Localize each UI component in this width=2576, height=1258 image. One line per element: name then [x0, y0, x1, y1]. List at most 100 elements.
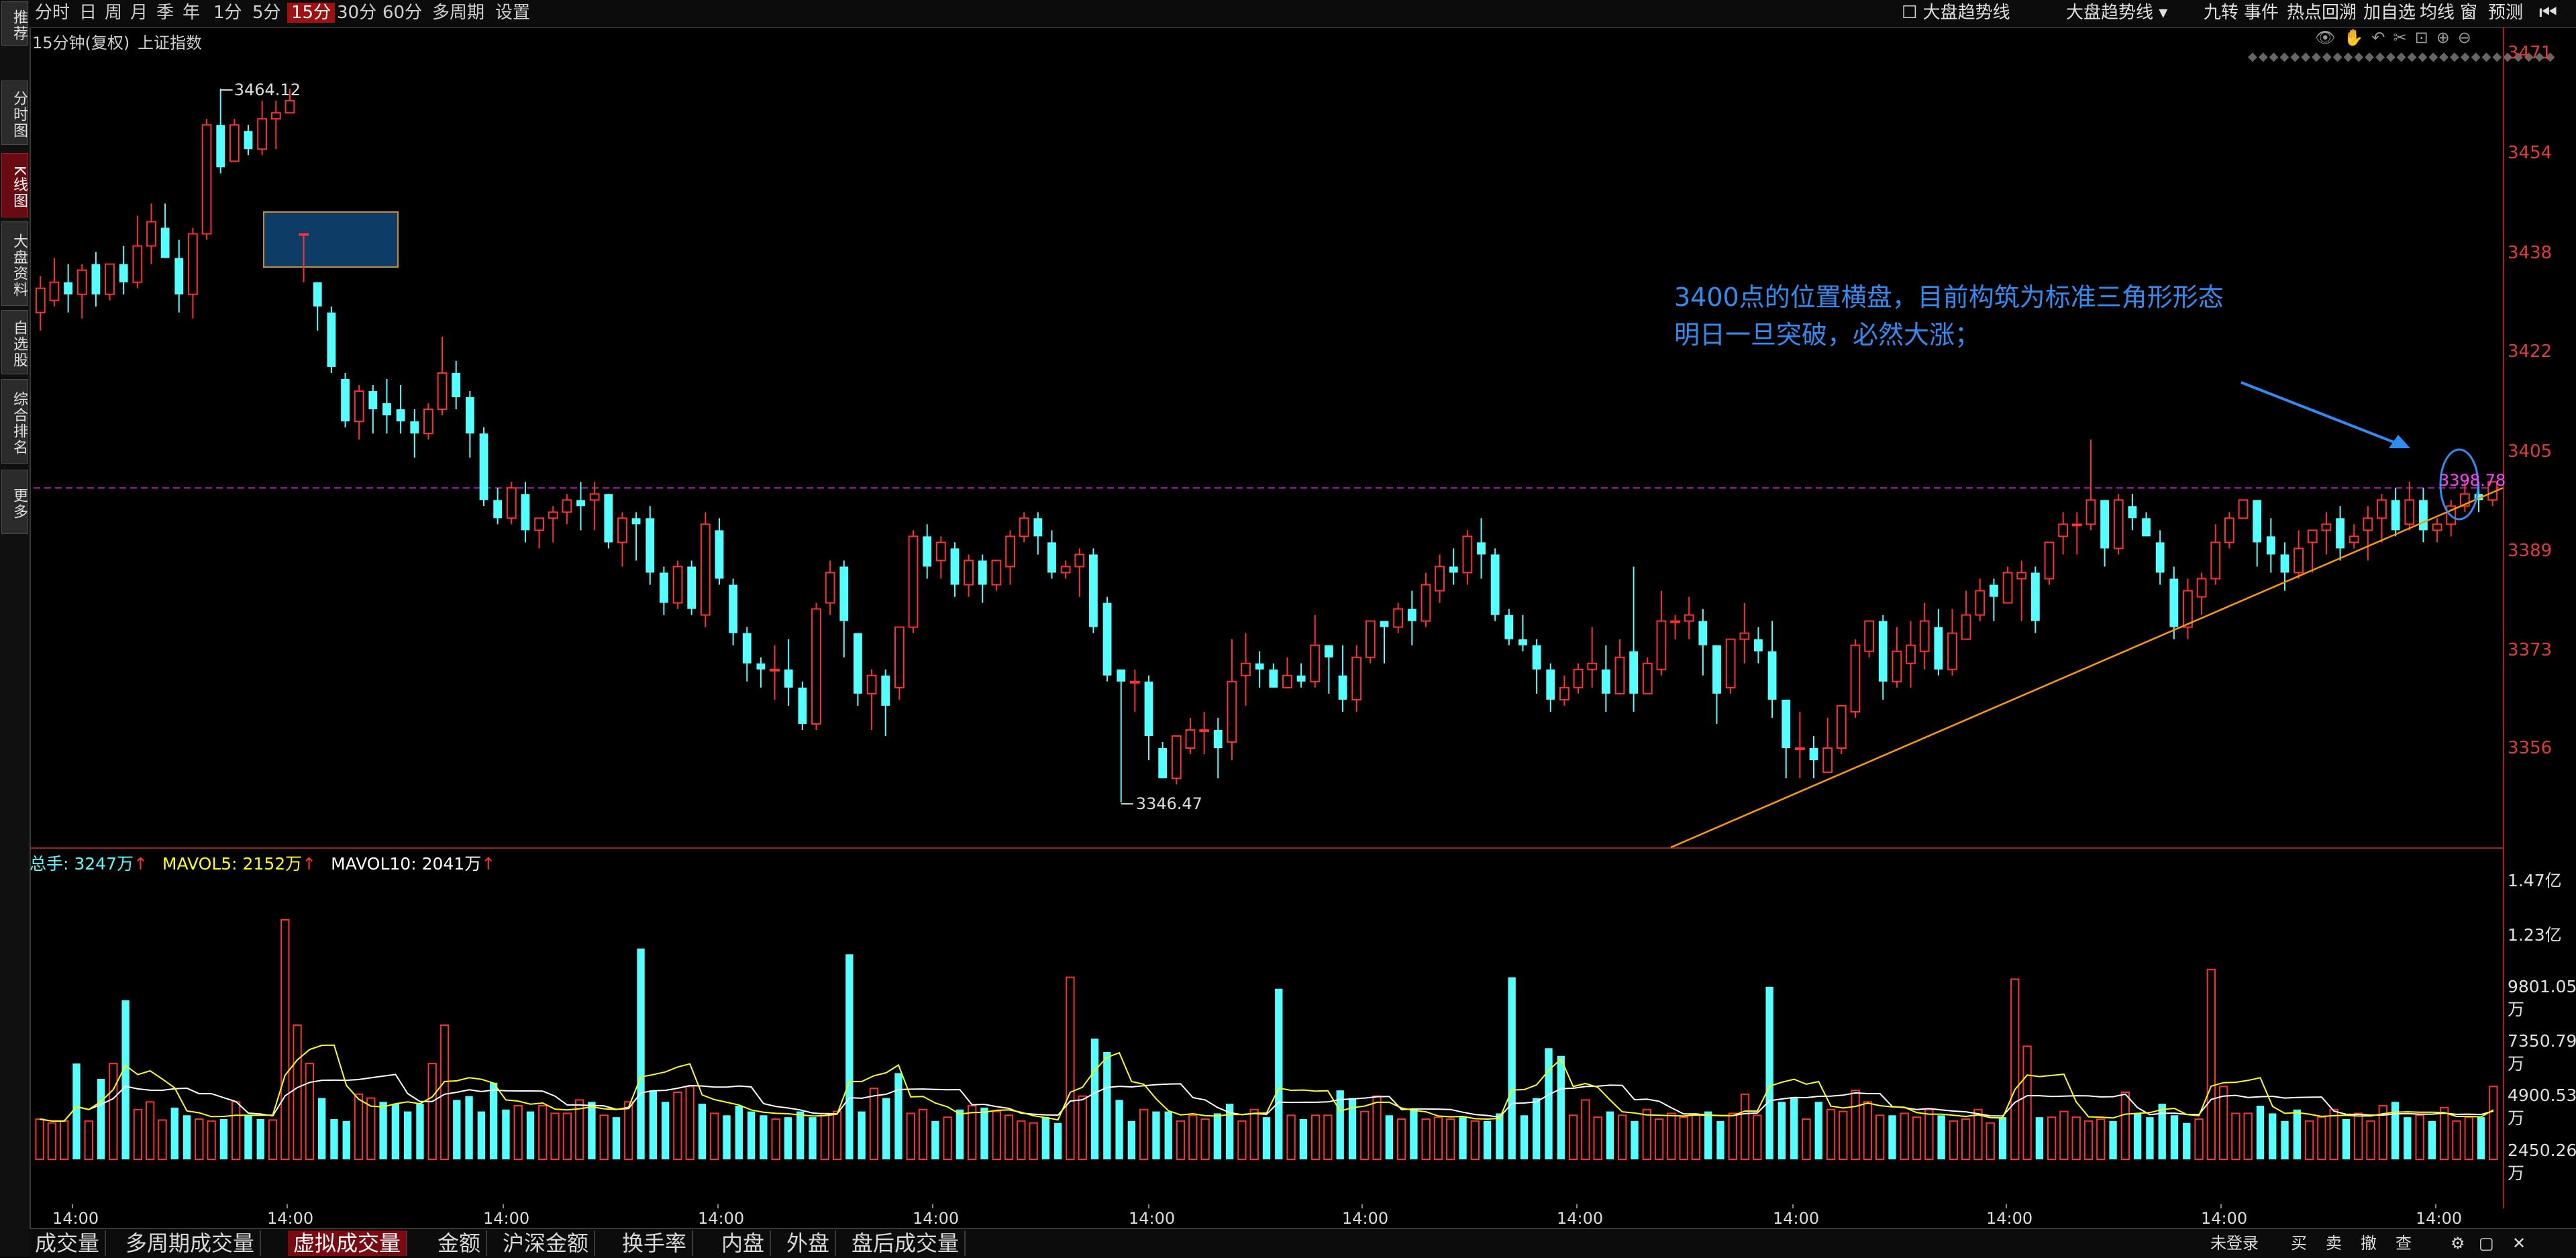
zoom-in-icon[interactable]: ⊕ — [2436, 28, 2458, 47]
candle-body-down — [368, 390, 378, 410]
scissors-icon[interactable]: ✂ — [2393, 28, 2415, 47]
x-tick-label: 14:00 — [698, 1209, 744, 1228]
window-button[interactable]: 窗 — [2460, 3, 2478, 23]
candle-body-up — [2196, 578, 2207, 598]
nav-recommend[interactable]: 推荐 — [1, 1, 28, 46]
period-5min[interactable]: 5分 — [252, 3, 281, 23]
candle-body-up — [562, 499, 572, 513]
period-multi[interactable]: 多周期 — [432, 3, 485, 23]
back-icon[interactable]: ⏮ — [2539, 1, 2557, 24]
period-60min[interactable]: 60分 — [382, 3, 423, 23]
candle-body-up — [1961, 614, 1971, 640]
candle-body-down — [1934, 627, 1943, 670]
candle-body-down — [2253, 500, 2262, 543]
close-icon[interactable]: ✕ — [2512, 1234, 2526, 1253]
volume-bar-down — [637, 948, 645, 1159]
nav-rankings[interactable]: 综合排名 — [1, 379, 28, 464]
query-button[interactable]: 查 — [2395, 1234, 2412, 1253]
period-week[interactable]: 周 — [105, 3, 123, 23]
tab-virtual-volume[interactable]: 虚拟成交量 — [288, 1230, 408, 1256]
volume-bar-down — [1299, 1119, 1308, 1159]
volume-bar-up — [2059, 1110, 2069, 1160]
candle-body-up — [1670, 620, 1680, 623]
volume-bar-down — [747, 1111, 756, 1159]
volume-bar-up — [599, 1114, 609, 1161]
volume-bar-down — [1606, 1111, 1614, 1159]
candle-body-up — [935, 541, 946, 562]
settings-icon[interactable]: ⚙ — [2451, 1234, 2465, 1253]
nav-watchlist[interactable]: 自选股 — [1, 310, 28, 374]
tab-amount[interactable]: 金额 — [432, 1230, 488, 1256]
moving-average-button[interactable]: 均线 — [2420, 3, 2455, 23]
candle-body-up — [35, 287, 46, 313]
buy-button[interactable]: 买 — [2291, 1234, 2307, 1253]
tab-multi-period-volume[interactable]: 多周期成交量 — [120, 1230, 262, 1256]
volume-bar-up — [820, 1112, 829, 1161]
candle-body-up — [617, 517, 627, 543]
settings-button[interactable]: 设置 — [495, 3, 531, 23]
volume-bar-up — [35, 1118, 44, 1160]
tab-sh-sz-amount[interactable]: 沪深金额 — [497, 1230, 596, 1256]
candle-body-down — [1532, 645, 1541, 670]
sell-button[interactable]: 卖 — [2326, 1234, 2342, 1253]
window-icon[interactable]: ▢ — [2479, 1234, 2494, 1253]
cancel-order-button[interactable]: 撤 — [2361, 1234, 2377, 1253]
volume-bar-up — [2194, 1118, 2204, 1160]
period-timeshare[interactable]: 分时 — [35, 3, 70, 23]
candle-body-down — [2280, 554, 2289, 573]
tab-volume[interactable]: 成交量 — [30, 1230, 107, 1256]
hotspot-replay-button[interactable]: 热点回溯 — [2287, 3, 2357, 23]
hand-icon[interactable]: ✋ — [2343, 28, 2372, 47]
volume-bar-down — [2293, 1109, 2301, 1159]
period-30min[interactable]: 30分 — [337, 3, 377, 23]
x-tick-label: 14:00 — [1986, 1209, 2032, 1228]
tab-inner[interactable]: 内盘 — [716, 1230, 772, 1256]
candle-body-up — [354, 390, 364, 423]
candle-body-up — [2404, 499, 2415, 525]
volume-bar-up — [1078, 1095, 1087, 1160]
events-button[interactable]: 事件 — [2244, 3, 2279, 23]
period-month[interactable]: 月 — [130, 3, 148, 23]
login-status[interactable]: 未登录 — [2210, 1234, 2259, 1253]
nav-more[interactable]: 更多 — [1, 470, 28, 534]
candle-body-up — [2432, 523, 2442, 531]
candle-body-up — [1684, 614, 1694, 622]
volume-bar-up — [1372, 1095, 1382, 1160]
trendline-dropdown[interactable]: 大盘趋势线 ▾ — [2066, 3, 2167, 23]
nav-timeshare[interactable]: 分时图 — [1, 81, 28, 145]
volume-bar-down — [1814, 1102, 1822, 1159]
period-year[interactable]: 年 — [183, 3, 201, 23]
period-1min[interactable]: 1分 — [213, 3, 242, 23]
volume-bar-down — [1054, 1122, 1062, 1159]
candle-body-down — [160, 227, 170, 258]
price-tick: 3422 — [2508, 342, 2553, 362]
undo-icon[interactable]: ↶ — [2371, 28, 2393, 47]
period-quarter[interactable]: 季 — [156, 3, 174, 23]
volume-bar-up — [2047, 1116, 2057, 1160]
period-day[interactable]: 日 — [79, 3, 97, 23]
candle-body-up — [76, 269, 87, 295]
zoom-out-icon[interactable]: ⊖ — [2457, 28, 2479, 47]
nine-turn-button[interactable]: 九转 — [2204, 3, 2239, 23]
add-watchlist-button[interactable]: 加自选 — [2363, 3, 2416, 23]
nav-market-info[interactable]: 大盘资料 — [1, 221, 28, 306]
nav-kline[interactable]: K线图 — [1, 153, 28, 217]
trendline-checkbox[interactable]: ☐ 大盘趋势线 — [1902, 3, 2010, 23]
volume-bar-up — [513, 1105, 523, 1160]
candle-body-down — [839, 566, 849, 621]
lock-icon[interactable]: ⊡ — [2414, 28, 2436, 47]
tab-outer[interactable]: 外盘 — [781, 1230, 837, 1256]
period-15min[interactable]: 15分 — [287, 3, 336, 23]
volume-bar-down — [1533, 1098, 1541, 1159]
candle-body-down — [1117, 669, 1126, 682]
forecast-button[interactable]: 预测 — [2488, 3, 2524, 23]
volume-bar-down — [1998, 1117, 2007, 1159]
tab-after-hours-volume[interactable]: 盘后成交量 — [846, 1230, 966, 1256]
volume-bar-up — [1176, 1120, 1186, 1161]
volume-bar-up — [1188, 1114, 1198, 1161]
trendline-dropdown-label: 大盘趋势线 — [2066, 3, 2154, 23]
eye-icon[interactable]: 👁 — [2315, 28, 2344, 47]
mavol5-line — [39, 1044, 2494, 1122]
volume-bar-down — [416, 1104, 424, 1159]
tab-turnover[interactable]: 换手率 — [617, 1230, 694, 1256]
